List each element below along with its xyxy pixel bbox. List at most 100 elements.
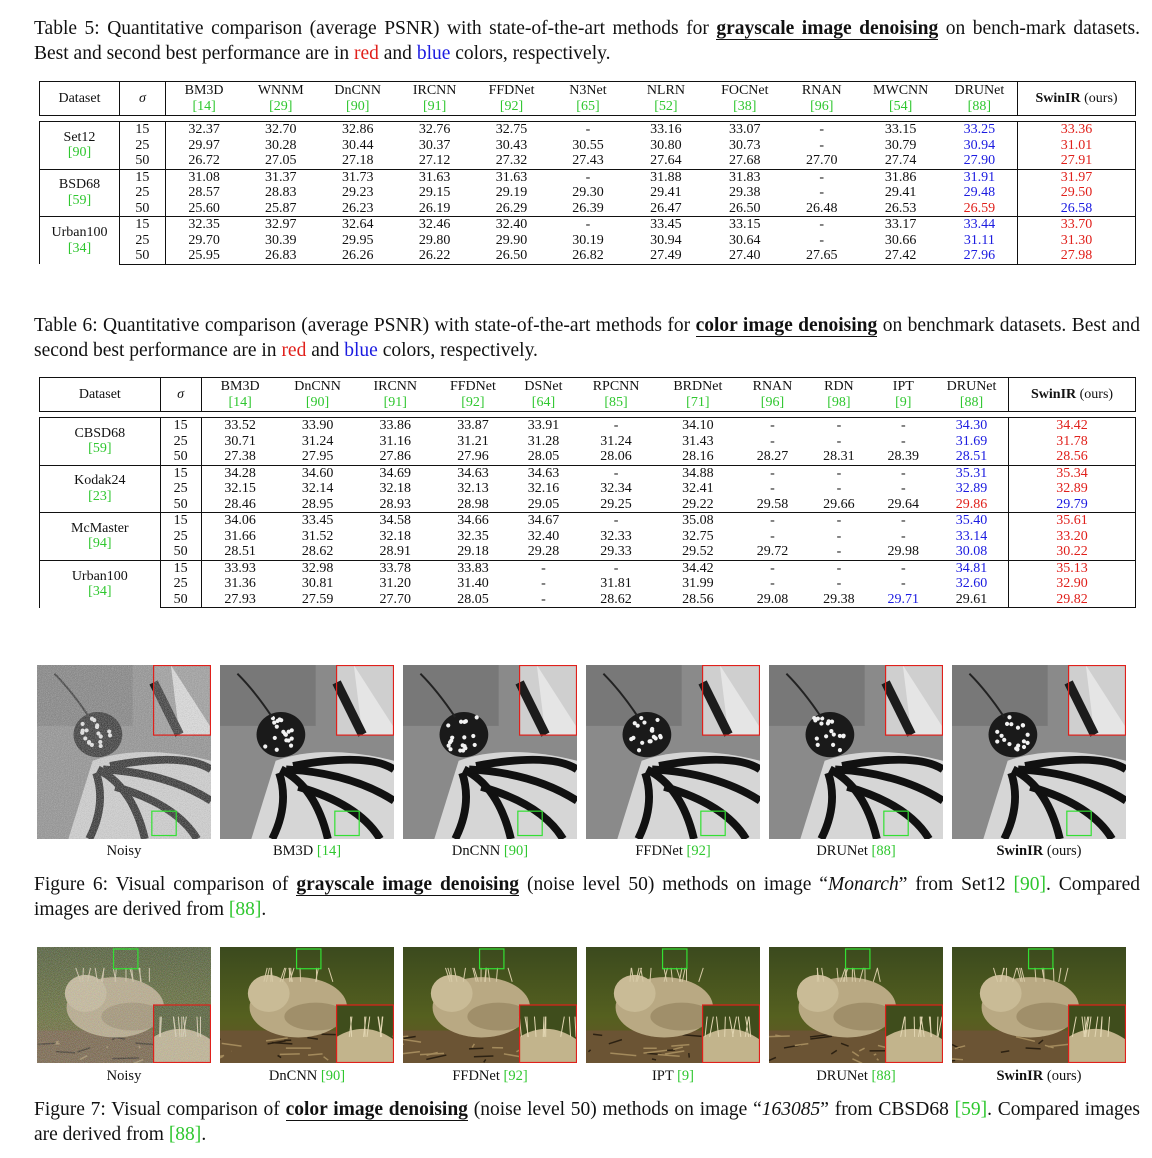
- header-method: DSNet [64]: [511, 377, 576, 412]
- table-row: 50 28.51 28.62 28.91 29.18 29.28 29.33 29.52 29.…: [40, 544, 1136, 561]
- psnr-cell: 26.50: [473, 248, 551, 265]
- psnr-cell: 32.60: [955, 576, 988, 591]
- label-name: DnCNN: [268, 1068, 321, 1084]
- panel-label: DnCNN [90]: [220, 1068, 394, 1085]
- psnr-cell: 34.30: [934, 417, 1009, 434]
- method-ref: [96]: [760, 394, 785, 410]
- psnr-cell: 26.48: [783, 200, 860, 217]
- dataset-name: McMaster: [71, 520, 129, 536]
- psnr-cell: 34.28: [201, 464, 279, 481]
- method-ref: [71]: [686, 394, 710, 410]
- psnr-cell: 26.29: [473, 200, 551, 217]
- dataset-cell: BSD68 [59]: [39, 168, 120, 217]
- sigma-cell: 15: [160, 417, 202, 434]
- psnr-cell: 28.95: [278, 496, 357, 513]
- psnr-cell: 33.52: [201, 417, 279, 434]
- method-ref: [98]: [827, 394, 851, 410]
- psnr-cell: 29.82: [1008, 591, 1136, 608]
- table-row: Urban100 [34] 15 32.35 32.97 32.64 32.46 32.40-…: [39, 216, 1136, 264]
- header-sigma: σ: [160, 377, 202, 412]
- method-ref: [96]: [810, 98, 834, 114]
- sigma-cell: 15: [119, 121, 166, 138]
- psnr-cell: 31.83: [705, 168, 784, 185]
- psnr-cell: 29.70: [188, 232, 220, 248]
- sigma-cell: 50: [160, 496, 202, 513]
- psnr-cell: 27.86: [356, 449, 435, 466]
- figure-panel: [769, 665, 943, 839]
- psnr-cell: 25.60: [165, 200, 243, 217]
- label-name: DnCNN: [451, 843, 504, 859]
- panel-label: BM3D [14]: [220, 843, 394, 860]
- psnr-cell: 31.78: [1008, 433, 1136, 449]
- table-row: 50 25.60 25.87 26.23 26.19 26.29 26.39 26.47 26.…: [40, 200, 1136, 217]
- table6-caption: Table 6: Quantitative comparison (averag…: [34, 315, 1140, 361]
- ours-suffix: (ours): [1080, 90, 1118, 106]
- dataset-cell: Set12 [90]: [39, 121, 120, 169]
- sigma-cell: 25: [160, 433, 202, 449]
- psnr-cell: 30.94: [650, 232, 682, 248]
- psnr-cell: 31.99: [682, 576, 714, 591]
- psnr-cell: 26.23: [319, 200, 397, 217]
- psnr-cell: 25.87: [242, 200, 320, 217]
- psnr-cell: 29.41: [650, 185, 682, 200]
- psnr-cell: 28.27: [738, 449, 807, 466]
- psnr-cell: 27.95: [278, 449, 357, 466]
- method-name: RNAN: [752, 379, 793, 394]
- psnr-cell: 27.70: [783, 153, 860, 170]
- figure7-caption: Figure 7: Visual comparison of color ima…: [34, 1099, 1140, 1145]
- sigma-cell: 25: [119, 185, 166, 201]
- psnr-cell: 26.72: [165, 153, 243, 170]
- psnr-cell: 32.15: [224, 481, 256, 496]
- psnr-cell: 33.78: [356, 559, 435, 576]
- psnr-cell: 28.56: [1008, 449, 1136, 466]
- method-name: RDN: [824, 379, 854, 394]
- panel-image: [586, 665, 760, 839]
- psnr-cell: 30.28: [265, 137, 297, 153]
- method-name: DRUNet: [954, 83, 1005, 98]
- psnr-cell: 31.28: [527, 433, 560, 449]
- psnr-cell: 33.14: [955, 528, 988, 544]
- psnr-cell: 35.08: [656, 512, 739, 529]
- psnr-cell: -: [806, 464, 872, 481]
- table-row: BSD68 [59] 15 31.08 31.37 31.73 31.63 31.63-31.…: [39, 168, 1136, 217]
- method-name: BRDNet: [673, 379, 723, 394]
- psnr-cell: 31.52: [301, 528, 334, 544]
- method-name: NLRN: [646, 83, 685, 98]
- label-name: FFDNet: [635, 843, 687, 859]
- panel-image: [769, 947, 943, 1063]
- panel-image: [586, 947, 760, 1063]
- figure-panel: [403, 665, 577, 839]
- psnr-cell: 32.33: [600, 528, 632, 544]
- sigma-symbol: σ: [138, 90, 146, 106]
- method-ref: [92]: [499, 98, 524, 114]
- psnr-cell: 27.96: [434, 449, 512, 466]
- psnr-cell: 33.93: [201, 559, 279, 576]
- psnr-cell: 27.42: [859, 248, 942, 265]
- psnr-cell: -: [900, 528, 906, 544]
- psnr-cell: 26.58: [1017, 200, 1136, 217]
- psnr-cell: 32.98: [278, 559, 357, 576]
- sigma-cell: 50: [160, 449, 202, 466]
- psnr-cell: 31.81: [600, 576, 632, 591]
- table-row: 25 31.66 31.52 32.18 32.35 32.40 32.33 32.75 - - -…: [40, 528, 1136, 544]
- psnr-cell: 27.65: [783, 248, 860, 265]
- psnr-cell: 30.08: [934, 544, 1009, 561]
- psnr-cell: -: [770, 576, 775, 591]
- psnr-cell: 33.87: [434, 417, 512, 434]
- method-ref: [90]: [305, 394, 330, 410]
- header-method: FFDNet [92]: [473, 81, 551, 116]
- method-ref: [38]: [733, 98, 757, 114]
- panel-image: [220, 665, 394, 839]
- psnr-cell: 28.51: [934, 449, 1009, 466]
- psnr-cell: 32.35: [165, 216, 243, 233]
- psnr-cell: 29.50: [1017, 185, 1136, 201]
- method-ref: [90]: [346, 98, 370, 114]
- figure-panel: [403, 947, 577, 1063]
- psnr-cell: -: [770, 528, 775, 544]
- psnr-cell: 27.74: [859, 153, 942, 170]
- header-ours: SwinIR (ours): [1017, 81, 1136, 116]
- psnr-cell: 34.81: [934, 559, 1009, 576]
- psnr-cell: 30.55: [572, 137, 604, 153]
- psnr-cell: 35.31: [934, 464, 1009, 481]
- psnr-cell: 33.83: [434, 559, 512, 576]
